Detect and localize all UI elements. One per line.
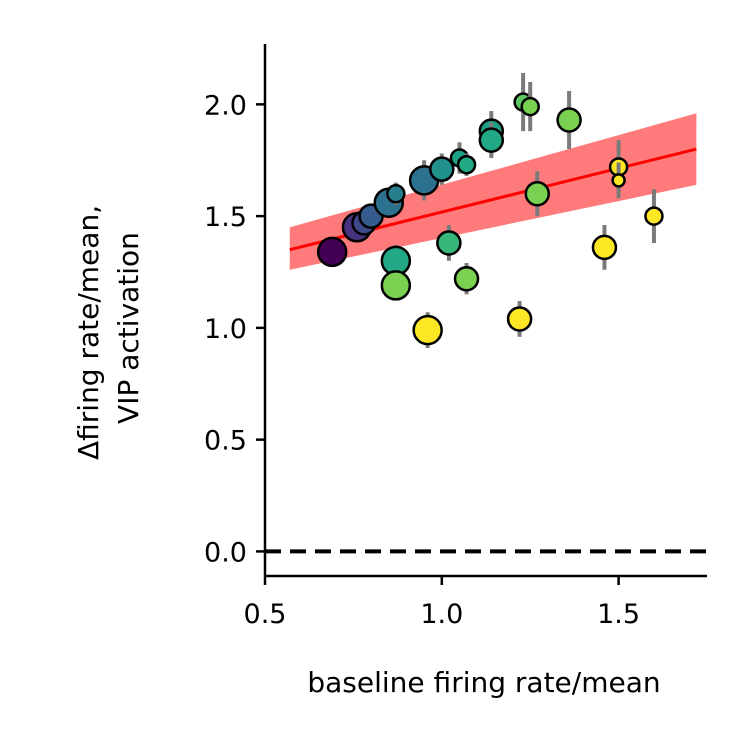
y-tick-label: 1.5 xyxy=(204,202,247,233)
data-point xyxy=(611,162,626,199)
point-marker xyxy=(386,184,406,204)
points-layer xyxy=(316,73,664,348)
data-point xyxy=(456,153,477,176)
data-point xyxy=(436,225,462,261)
data-point xyxy=(556,90,582,150)
data-point xyxy=(591,225,618,270)
point-marker xyxy=(644,206,664,226)
x-tick-label: 1.5 xyxy=(597,599,640,630)
data-point xyxy=(506,301,533,337)
y-axis-label: Δfiring rate/mean, VIP activation xyxy=(72,196,145,460)
data-point xyxy=(386,182,406,205)
point-marker xyxy=(506,306,533,332)
y-tick-label: 0.5 xyxy=(204,426,247,457)
data-point xyxy=(380,270,412,301)
data-point xyxy=(644,189,664,243)
data-point xyxy=(524,171,551,217)
point-marker xyxy=(436,230,462,256)
point-marker xyxy=(591,234,618,261)
data-point xyxy=(429,153,455,185)
data-point xyxy=(478,122,505,158)
x-tick-label: 1.0 xyxy=(420,599,463,630)
data-point xyxy=(520,82,540,132)
fit-confidence-band xyxy=(289,113,697,270)
axes-layer: 0.0 0.5 1.0 1.5 2.0 0.5 1.0 1.5 xyxy=(204,44,707,630)
point-marker xyxy=(316,236,348,268)
data-point xyxy=(453,263,480,295)
point-marker xyxy=(429,156,455,182)
y-tick-label: 1.0 xyxy=(204,314,247,345)
point-marker xyxy=(453,265,480,292)
y-tick-label: 2.0 xyxy=(204,90,247,121)
y-axis-label-line-2: VIP activation xyxy=(112,232,145,424)
point-marker xyxy=(456,154,477,175)
point-marker xyxy=(478,127,505,153)
x-tick-label: 0.5 xyxy=(244,599,287,630)
point-marker xyxy=(611,173,626,188)
point-marker xyxy=(524,181,551,207)
x-axis-label: baseline firing rate/mean xyxy=(307,666,660,699)
data-point xyxy=(412,312,443,348)
data-point xyxy=(408,160,440,201)
point-marker xyxy=(380,270,412,301)
point-marker xyxy=(412,314,443,346)
point-marker xyxy=(520,96,540,117)
y-axis-label-line-1: Δfiring rate/mean, xyxy=(72,205,105,460)
point-marker xyxy=(556,107,582,133)
y-tick-label: 0.0 xyxy=(204,537,247,568)
data-point xyxy=(316,236,348,268)
